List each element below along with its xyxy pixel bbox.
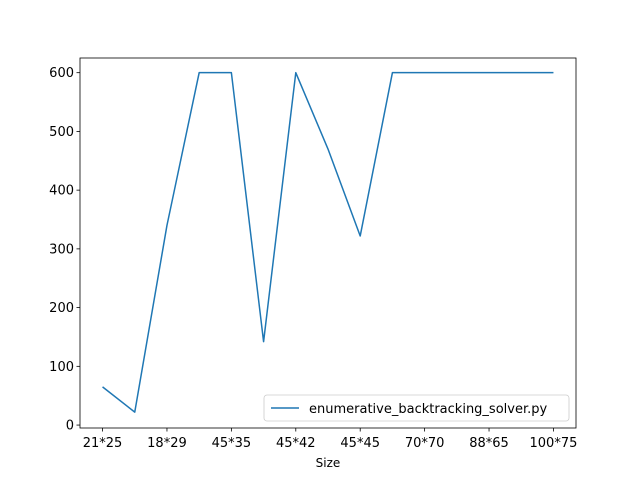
y-tick-label: 100	[49, 360, 74, 375]
x-tick-label: 100*75	[530, 436, 578, 451]
x-axis-label: Size	[316, 456, 341, 470]
x-tick-label: 45*42	[276, 436, 316, 451]
y-axis: 0 100 200 300 400 500 600	[49, 66, 80, 434]
series-line	[102, 71, 554, 413]
y-tick-label: 600	[49, 66, 74, 81]
y-tick-label: 400	[49, 184, 74, 199]
series-layer	[102, 71, 554, 413]
x-tick-label: 70*70	[405, 436, 445, 451]
y-tick-label: 300	[49, 242, 74, 257]
x-tick-label: 21*25	[83, 436, 123, 451]
x-tick-label: 18*29	[147, 436, 187, 451]
legend: enumerative_backtracking_solver.py	[263, 394, 570, 422]
legend-box	[263, 394, 570, 422]
x-axis: 21*25 18*29 45*35 45*42 45*45 70*70 88*65 100*7…	[83, 428, 578, 451]
x-tick-label: 88*65	[469, 436, 509, 451]
y-tick-label: 0	[66, 419, 74, 434]
x-tick-label: 45*35	[212, 436, 252, 451]
legend-label: enumerative_backtracking_solver.py	[309, 402, 547, 417]
y-tick-label: 500	[49, 125, 74, 140]
y-tick-label: 200	[49, 301, 74, 316]
x-tick-label: 45*45	[340, 436, 380, 451]
plot-frame	[79, 57, 577, 429]
